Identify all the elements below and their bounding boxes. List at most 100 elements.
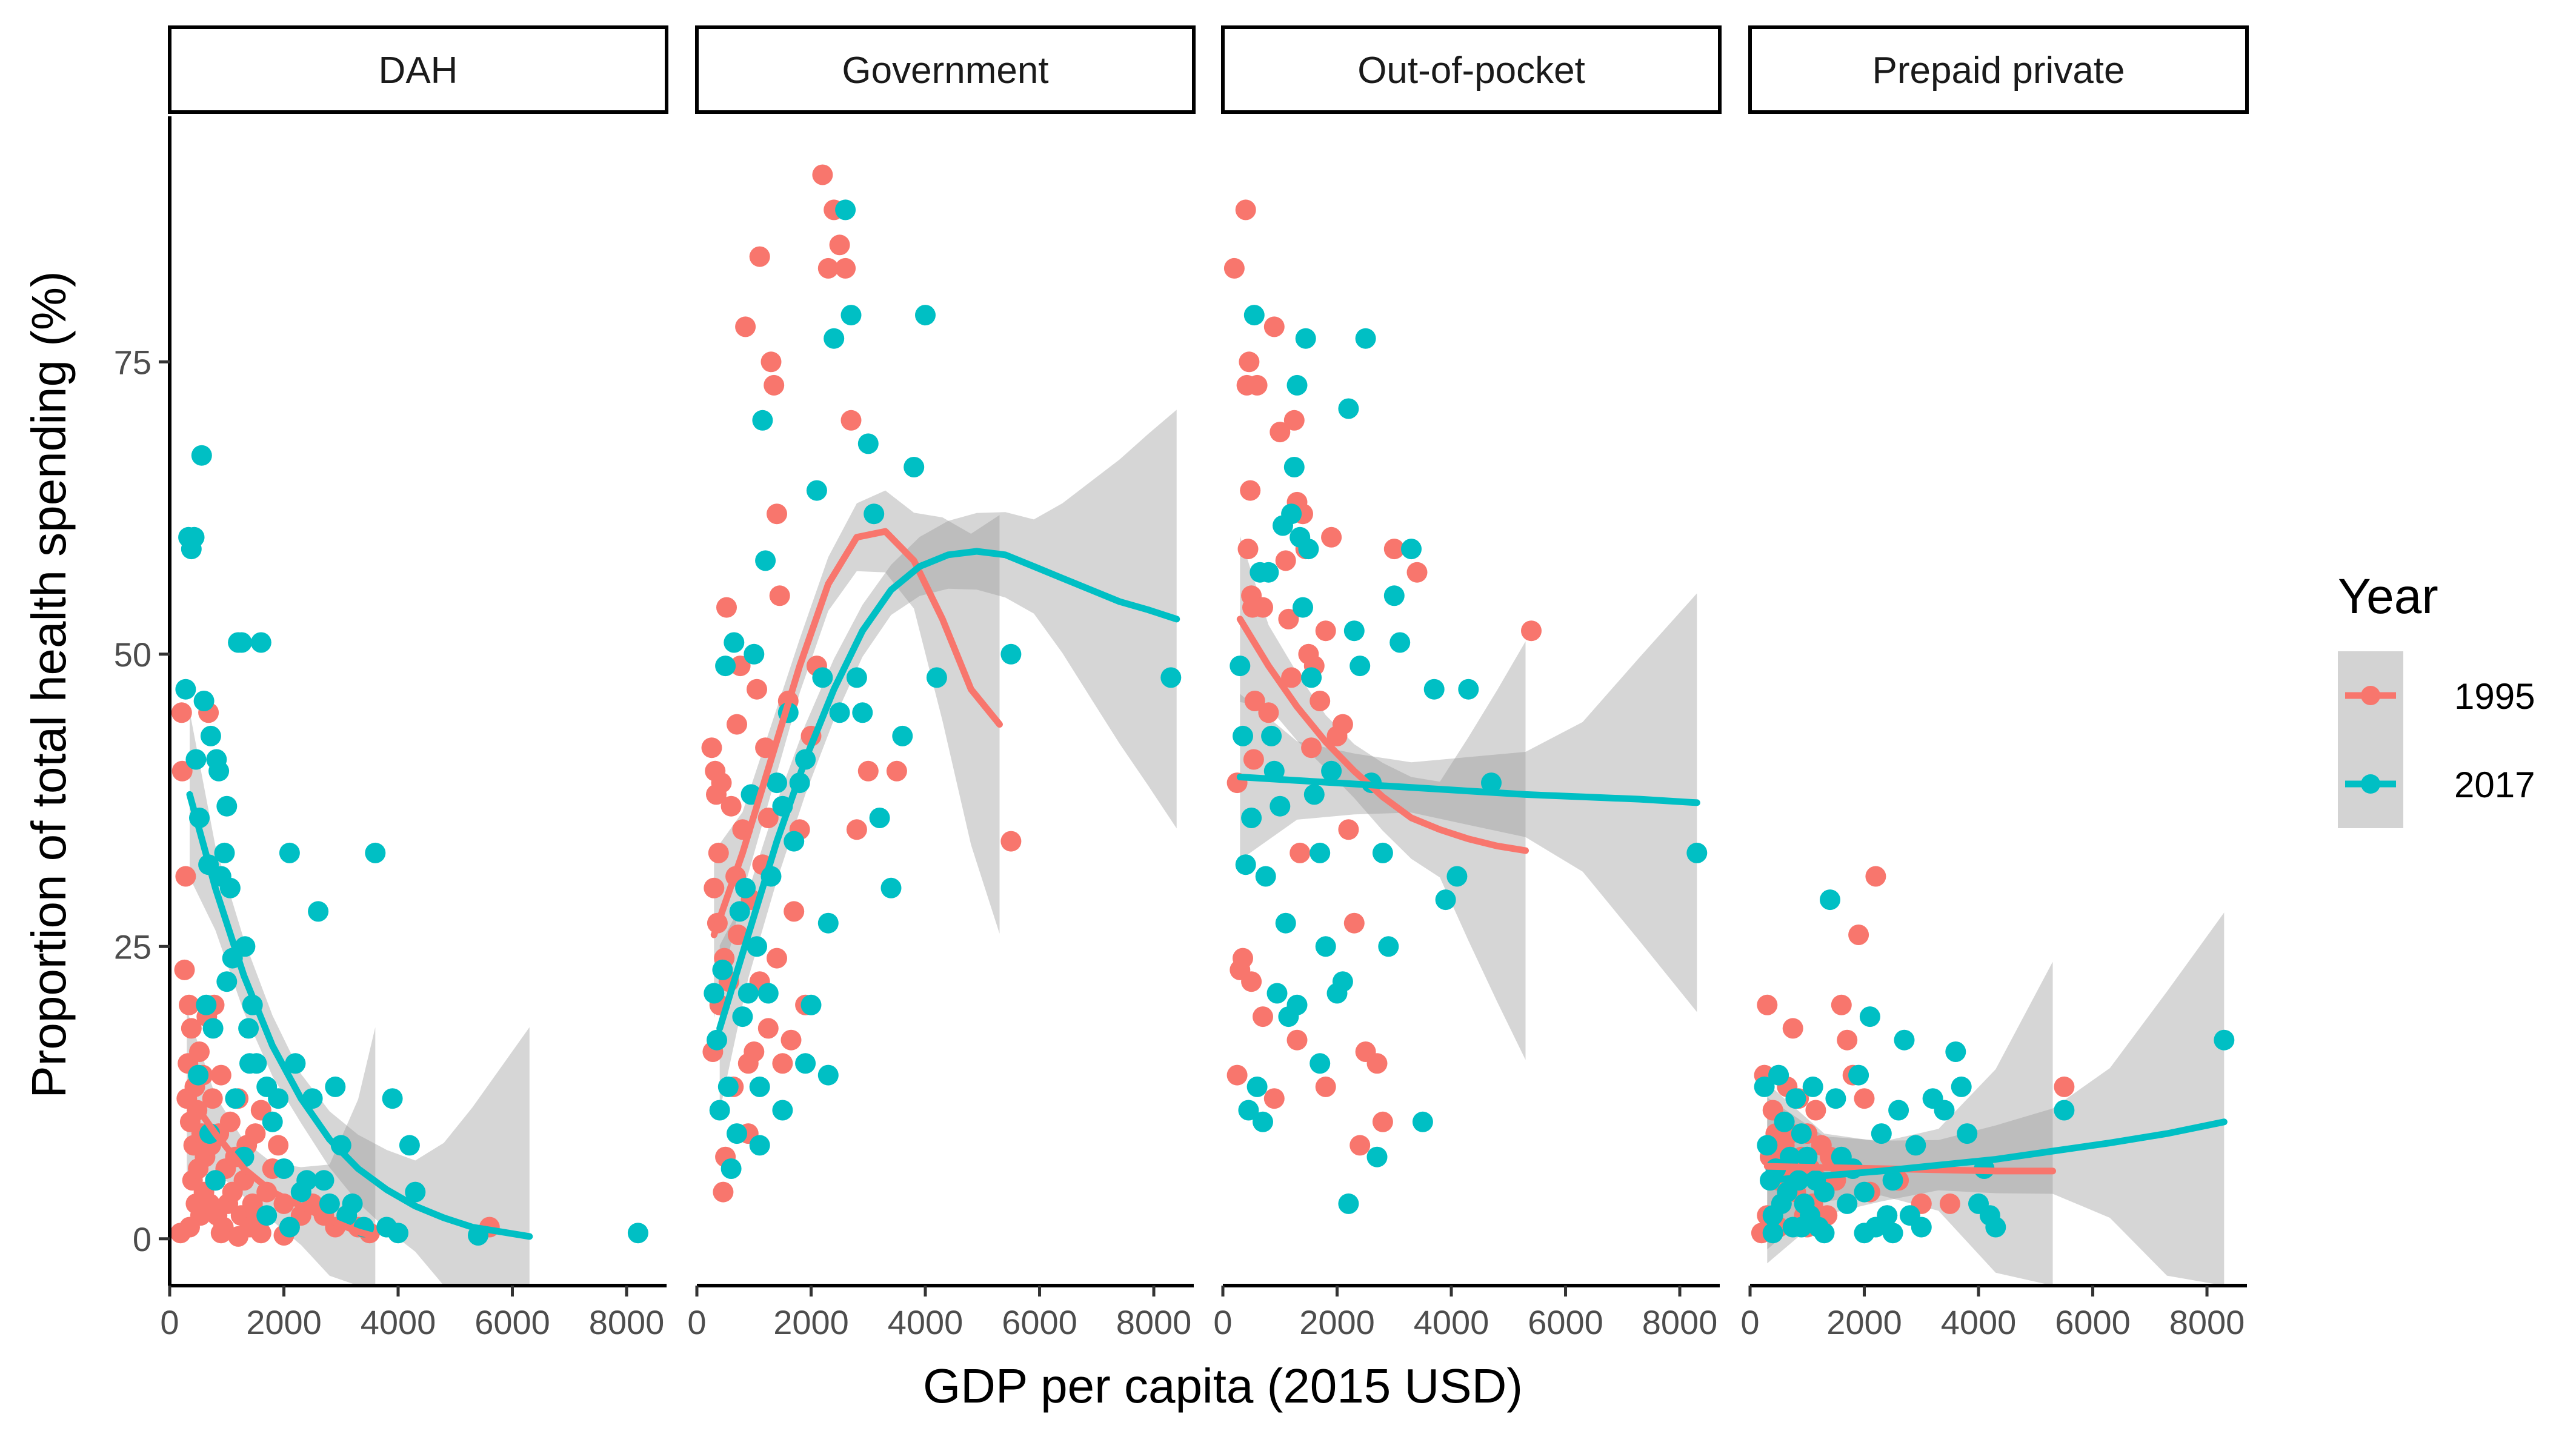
point-2017 [202, 1018, 224, 1039]
point-1995 [1366, 1053, 1388, 1074]
point-2017 [1848, 1064, 1869, 1086]
panel-government: Government 0 2000 4000 6000 8000 [687, 25, 1196, 1341]
point-1995 [757, 1018, 779, 1039]
point-2017 [2054, 1100, 2075, 1121]
point-2017 [1238, 1100, 1259, 1121]
point-2017 [188, 1064, 209, 1086]
facet-strip-label: Government [842, 50, 1048, 91]
point-2017 [1286, 994, 1308, 1015]
point-2017 [1343, 620, 1365, 642]
confidence-band-2017 [1240, 593, 1697, 1012]
x-tick-label: 8000 [1642, 1303, 1718, 1341]
point-2017 [1390, 632, 1411, 653]
point-2017 [857, 433, 879, 454]
x-tick-label: 2000 [773, 1303, 849, 1341]
point-2017 [1859, 1006, 1880, 1028]
point-2017 [1321, 760, 1342, 782]
point-2017 [1911, 1217, 1932, 1238]
point-2017 [1882, 1223, 1903, 1244]
point-2017 [1230, 656, 1251, 677]
point-1995 [1757, 994, 1778, 1015]
point-1995 [1372, 1111, 1393, 1132]
facet-strip [168, 25, 668, 114]
point-1995 [1239, 351, 1260, 373]
point-2017 [1355, 328, 1376, 349]
point-1995 [1278, 608, 1299, 629]
point-2017 [806, 480, 827, 501]
point-2017 [1791, 1123, 1812, 1144]
point-1995 [1332, 714, 1353, 735]
point-2017 [715, 656, 736, 677]
point-1995 [1253, 1006, 1273, 1028]
y-tick-label: 25 [114, 928, 151, 966]
point-2017 [1754, 1076, 1775, 1097]
point-1995 [846, 819, 867, 840]
point-2017 [752, 410, 773, 431]
x-tick-label: 4000 [1941, 1303, 2017, 1341]
point-2017 [1315, 936, 1336, 957]
point-1995 [780, 1029, 802, 1051]
point-2017 [835, 199, 856, 221]
point-1995 [716, 597, 737, 618]
point-2017 [216, 795, 238, 817]
point-2017 [388, 1223, 408, 1244]
point-1995 [210, 1064, 231, 1086]
point-1995 [757, 808, 779, 828]
point-2017 [216, 971, 238, 992]
point-2017 [208, 760, 230, 782]
point-2017 [200, 725, 221, 746]
point-2017 [757, 983, 779, 1004]
point-1995 [1241, 971, 1262, 992]
point-2017 [709, 1100, 730, 1121]
point-2017 [707, 1029, 727, 1051]
x-tick-label: 8000 [589, 1303, 665, 1341]
point-2017 [724, 632, 745, 653]
point-1995 [1831, 994, 1852, 1015]
facet-strip [1221, 25, 1722, 114]
x-axis-title: GDP per capita (2015 USD) [923, 1359, 1523, 1413]
point-2017 [892, 725, 913, 746]
point-2017 [1241, 808, 1262, 828]
point-1995 [1290, 842, 1311, 863]
point-2017 [214, 842, 235, 863]
point-2017 [1310, 1053, 1331, 1074]
x-tick-label: 6000 [474, 1303, 550, 1341]
point-1995 [1837, 1029, 1858, 1051]
point-2017 [1686, 842, 1708, 863]
x-tick-label: 2000 [1299, 1303, 1375, 1341]
point-1995 [835, 257, 856, 279]
point-2017 [1854, 1181, 1875, 1203]
point-2017 [313, 1170, 334, 1191]
facet-strip-label: Out-of-pocket [1357, 50, 1585, 91]
point-2017 [1951, 1076, 1972, 1097]
point-1995 [219, 1111, 241, 1132]
x-tick-label: 4000 [1414, 1303, 1489, 1341]
point-1995 [749, 246, 770, 267]
point-1995 [189, 1041, 210, 1062]
point-2017 [1957, 1123, 1978, 1144]
point-1995 [744, 1041, 765, 1062]
point-2017 [184, 526, 205, 548]
point-1995 [181, 1018, 202, 1039]
panel-dah: DAH 0 2000 4000 6000 8000 0 25 50 75 [114, 25, 668, 1341]
x-tick-label: 2000 [246, 1303, 322, 1341]
point-2017 [1283, 457, 1305, 477]
point-1995 [1521, 620, 1542, 642]
point-2017 [829, 702, 850, 723]
x-tick-label: 0 [687, 1303, 706, 1341]
point-1995 [721, 795, 742, 817]
x-tick-label: 6000 [1002, 1303, 1077, 1341]
point-2017 [1338, 398, 1359, 419]
point-2017 [812, 667, 833, 688]
point-1995 [1000, 831, 1022, 852]
point-1995 [1782, 1018, 1803, 1039]
legend-key-point-1995 [2361, 686, 2380, 705]
point-2017 [1253, 1111, 1273, 1132]
point-1995 [1315, 1076, 1336, 1097]
point-1995 [1310, 691, 1331, 711]
confidence-band-2017 [1767, 912, 2225, 1286]
point-2017 [1378, 936, 1399, 957]
point-1995 [171, 702, 192, 723]
point-2017 [800, 994, 822, 1015]
point-2017 [840, 305, 862, 326]
